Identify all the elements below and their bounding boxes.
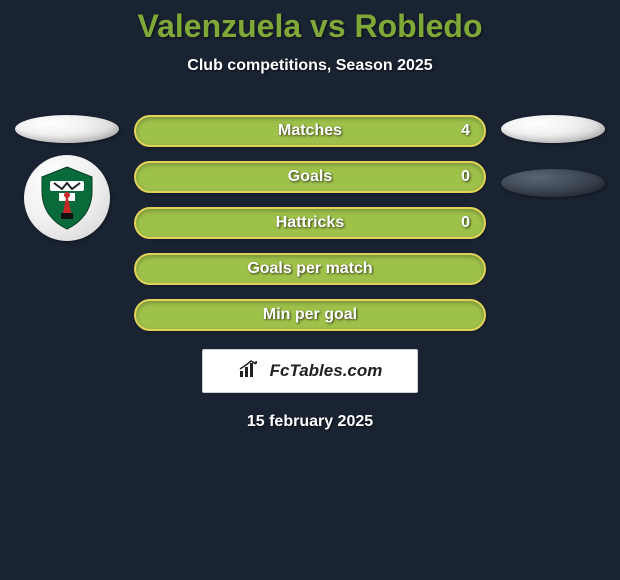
player-ellipse-right-bottom — [501, 169, 605, 197]
stat-bar-hattricks: Hattricks 0 — [134, 207, 486, 239]
stat-value-right: 0 — [461, 214, 470, 232]
stat-label: Hattricks — [276, 214, 344, 232]
club-badge — [24, 155, 110, 241]
stat-label: Goals — [288, 168, 332, 186]
player-ellipse-right-top — [501, 115, 605, 143]
main-row: Matches 4 Goals 0 Hattricks 0 Goals per … — [0, 115, 620, 331]
player-ellipse-left — [15, 115, 119, 143]
stats-bars: Matches 4 Goals 0 Hattricks 0 Goals per … — [134, 115, 486, 331]
date-line: 15 february 2025 — [0, 413, 620, 431]
stat-bar-matches: Matches 4 — [134, 115, 486, 147]
stat-label: Min per goal — [263, 306, 357, 324]
stat-bar-goals: Goals 0 — [134, 161, 486, 193]
club-badge-icon — [32, 163, 102, 233]
stat-value-right: 4 — [461, 122, 470, 140]
stat-bar-min-per-goal: Min per goal — [134, 299, 486, 331]
page-subtitle: Club competitions, Season 2025 — [0, 57, 620, 75]
page-title: Valenzuela vs Robledo — [0, 8, 620, 45]
stat-label: Goals per match — [247, 260, 372, 278]
infographic-container: Valenzuela vs Robledo Club competitions,… — [0, 0, 620, 431]
brand-chart-icon — [238, 359, 264, 384]
stat-value-right: 0 — [461, 168, 470, 186]
left-player-col — [12, 115, 122, 241]
stat-bar-goals-per-match: Goals per match — [134, 253, 486, 285]
brand-text: FcTables.com — [270, 361, 383, 381]
brand-logo-box: FcTables.com — [202, 349, 418, 393]
stat-label: Matches — [278, 122, 342, 140]
right-player-col — [498, 115, 608, 197]
